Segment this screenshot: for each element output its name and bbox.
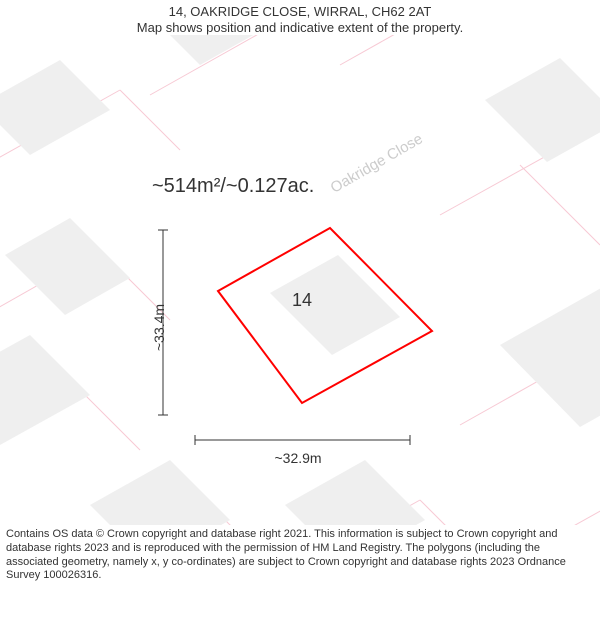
page-title: 14, OAKRIDGE CLOSE, WIRRAL, CH62 2AT xyxy=(0,4,600,19)
area-label: ~514m²/~0.127ac. xyxy=(152,175,314,198)
header: 14, OAKRIDGE CLOSE, WIRRAL, CH62 2AT Map… xyxy=(0,0,600,35)
footer-copyright: Contains OS data © Crown copyright and d… xyxy=(0,525,600,583)
page-subtitle: Map shows position and indicative extent… xyxy=(0,20,600,35)
map-area: ~514m²/~0.127ac. Oakridge Close 14 ~33.4… xyxy=(0,35,600,525)
height-dimension-label: ~33.4m xyxy=(151,303,167,350)
width-dimension-label: ~32.9m xyxy=(275,450,322,466)
property-number: 14 xyxy=(292,290,312,311)
